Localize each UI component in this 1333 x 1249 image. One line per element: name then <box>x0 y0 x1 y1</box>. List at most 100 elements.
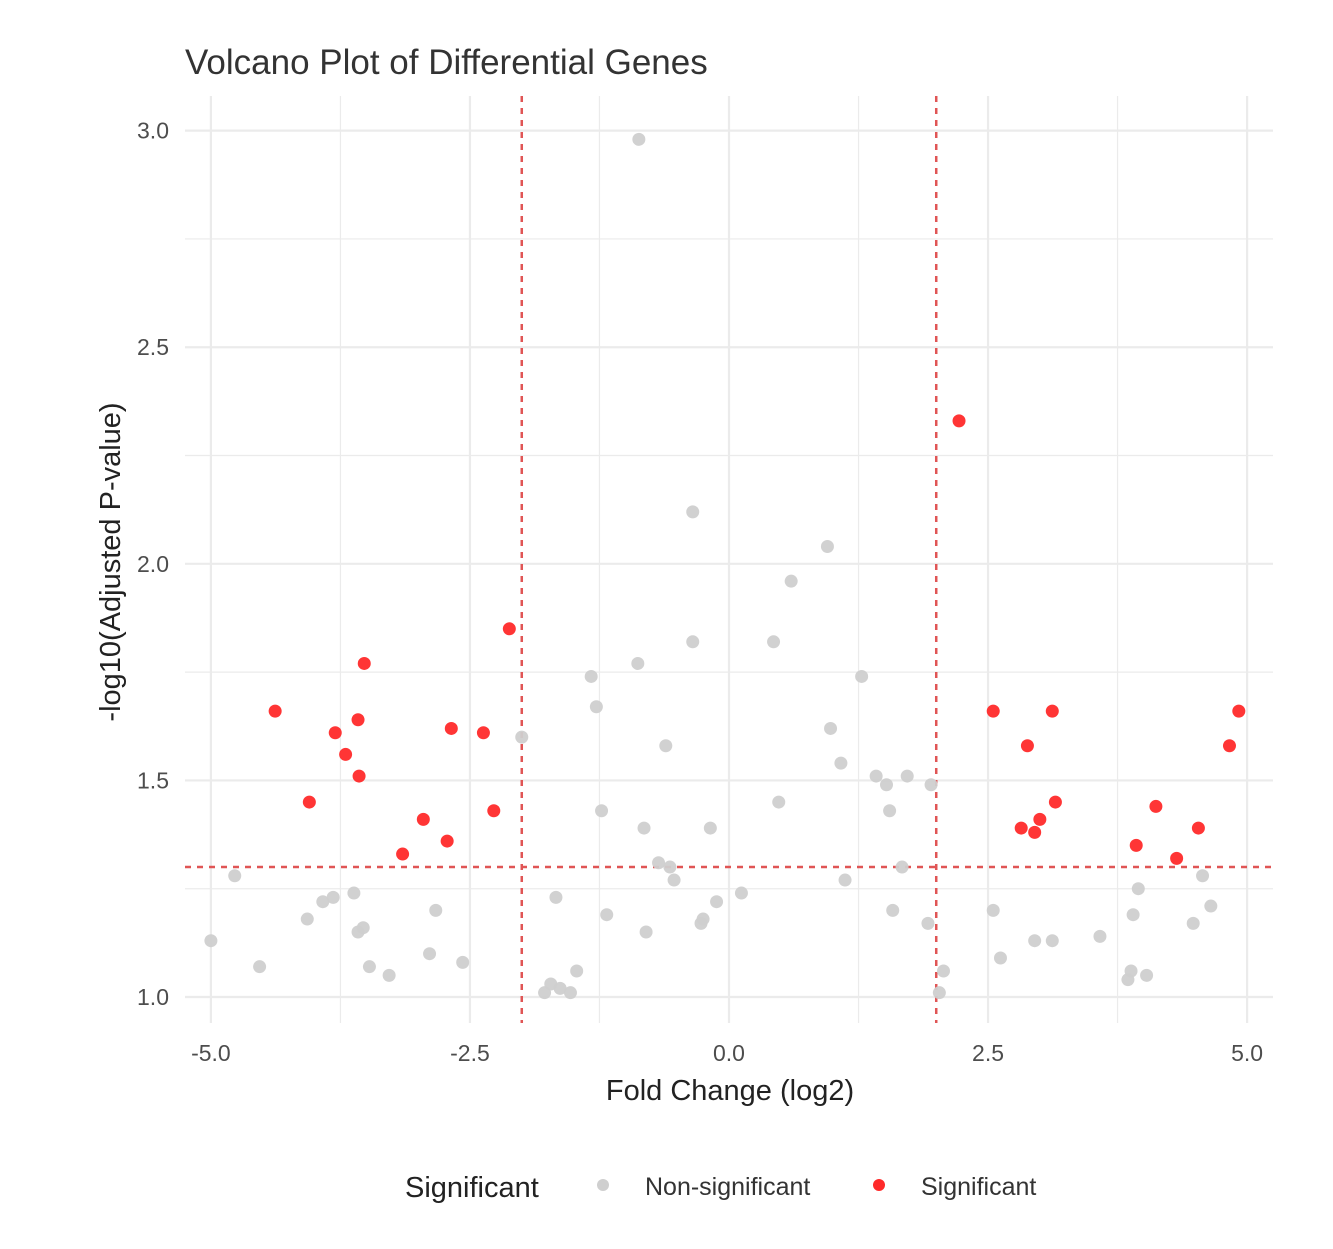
point-non-significant <box>1140 968 1154 982</box>
point-non-significant <box>326 890 340 904</box>
point-non-significant <box>549 890 563 904</box>
point-significant <box>1014 821 1028 835</box>
point-non-significant <box>652 856 666 870</box>
point-non-significant <box>667 873 681 887</box>
point-non-significant <box>659 739 673 753</box>
point-significant <box>339 747 353 761</box>
point-significant <box>1028 825 1042 839</box>
point-non-significant <box>895 860 909 874</box>
point-significant <box>328 726 342 740</box>
chart-title: Volcano Plot of Differential Genes <box>185 43 708 82</box>
x-tick-label: -5.0 <box>191 1040 231 1066</box>
y-tick-label: 2.0 <box>137 551 169 577</box>
point-non-significant <box>584 669 598 683</box>
point-non-significant <box>589 700 603 714</box>
point-non-significant <box>632 132 646 146</box>
x-tick-label: 0.0 <box>713 1040 745 1066</box>
point-non-significant <box>663 860 677 874</box>
point-non-significant <box>1196 869 1210 883</box>
point-non-significant <box>1204 899 1218 913</box>
tick-labels: -5.0 -2.5 0.0 2.5 5.0 1.0 1.5 2.0 2.5 3.0 <box>137 118 1263 1066</box>
point-non-significant <box>570 964 584 978</box>
legend-label-significant: Significant <box>921 1173 1036 1201</box>
legend-title: Significant <box>405 1172 539 1204</box>
point-significant <box>357 656 371 670</box>
y-tick-label: 1.0 <box>137 984 169 1010</box>
threshold-lines <box>185 96 1273 1023</box>
point-non-significant <box>515 730 529 744</box>
point-significant <box>268 704 282 718</box>
point-non-significant <box>986 903 1000 917</box>
point-significant <box>351 713 365 727</box>
point-non-significant <box>356 921 370 935</box>
point-non-significant <box>710 895 724 909</box>
point-non-significant <box>1093 929 1107 943</box>
point-significant <box>487 804 501 818</box>
point-non-significant <box>886 903 900 917</box>
point-significant <box>1048 795 1062 809</box>
point-non-significant <box>300 912 314 926</box>
point-non-significant <box>772 795 786 809</box>
point-non-significant <box>696 912 710 926</box>
point-non-significant <box>456 955 470 969</box>
point-non-significant <box>637 821 651 835</box>
point-non-significant <box>686 635 700 649</box>
point-significant <box>952 414 966 428</box>
point-significant <box>986 704 1000 718</box>
data-points <box>204 132 1246 1000</box>
point-non-significant <box>767 635 781 649</box>
point-non-significant <box>1045 934 1059 948</box>
point-non-significant <box>347 886 361 900</box>
point-non-significant <box>686 505 700 519</box>
point-non-significant <box>1028 934 1042 948</box>
x-tick-label: 2.5 <box>972 1040 1004 1066</box>
point-significant <box>1222 739 1236 753</box>
point-non-significant <box>784 574 798 588</box>
point-non-significant <box>595 804 609 818</box>
point-non-significant <box>1131 882 1145 896</box>
point-significant <box>444 721 458 735</box>
point-non-significant <box>639 925 653 939</box>
point-significant <box>1232 704 1246 718</box>
point-non-significant <box>734 886 748 900</box>
point-non-significant <box>936 964 950 978</box>
point-significant <box>1129 838 1143 852</box>
point-non-significant <box>1186 916 1200 930</box>
point-significant <box>1033 812 1047 826</box>
point-non-significant <box>883 804 897 818</box>
point-non-significant <box>900 769 914 783</box>
legend: Significant Non-significant Significant <box>405 1172 1036 1204</box>
point-significant <box>396 847 410 861</box>
point-significant <box>1045 704 1059 718</box>
x-axis-title: Fold Change (log2) <box>606 1075 854 1107</box>
point-non-significant <box>834 756 848 770</box>
point-non-significant <box>553 981 567 995</box>
point-significant <box>416 812 430 826</box>
point-non-significant <box>993 951 1007 965</box>
point-non-significant <box>253 960 267 974</box>
x-tick-label: 5.0 <box>1231 1040 1263 1066</box>
point-non-significant <box>924 778 938 792</box>
legend-label-non-significant: Non-significant <box>645 1173 810 1201</box>
point-non-significant <box>703 821 717 835</box>
point-non-significant <box>1124 964 1138 978</box>
point-non-significant <box>423 947 437 961</box>
point-significant <box>476 726 490 740</box>
point-non-significant <box>932 986 946 1000</box>
point-non-significant <box>824 721 838 735</box>
y-tick-label: 3.0 <box>137 118 169 144</box>
point-non-significant <box>316 895 330 909</box>
legend-key-non-significant <box>597 1179 609 1191</box>
point-significant <box>1149 799 1163 813</box>
point-non-significant <box>362 960 376 974</box>
point-non-significant <box>921 916 935 930</box>
grid <box>185 96 1273 1023</box>
y-tick-label: 2.5 <box>137 334 169 360</box>
point-non-significant <box>1126 908 1140 922</box>
point-non-significant <box>855 669 869 683</box>
point-non-significant <box>204 934 218 948</box>
point-significant <box>302 795 316 809</box>
point-non-significant <box>820 540 834 554</box>
point-significant <box>1170 851 1184 865</box>
